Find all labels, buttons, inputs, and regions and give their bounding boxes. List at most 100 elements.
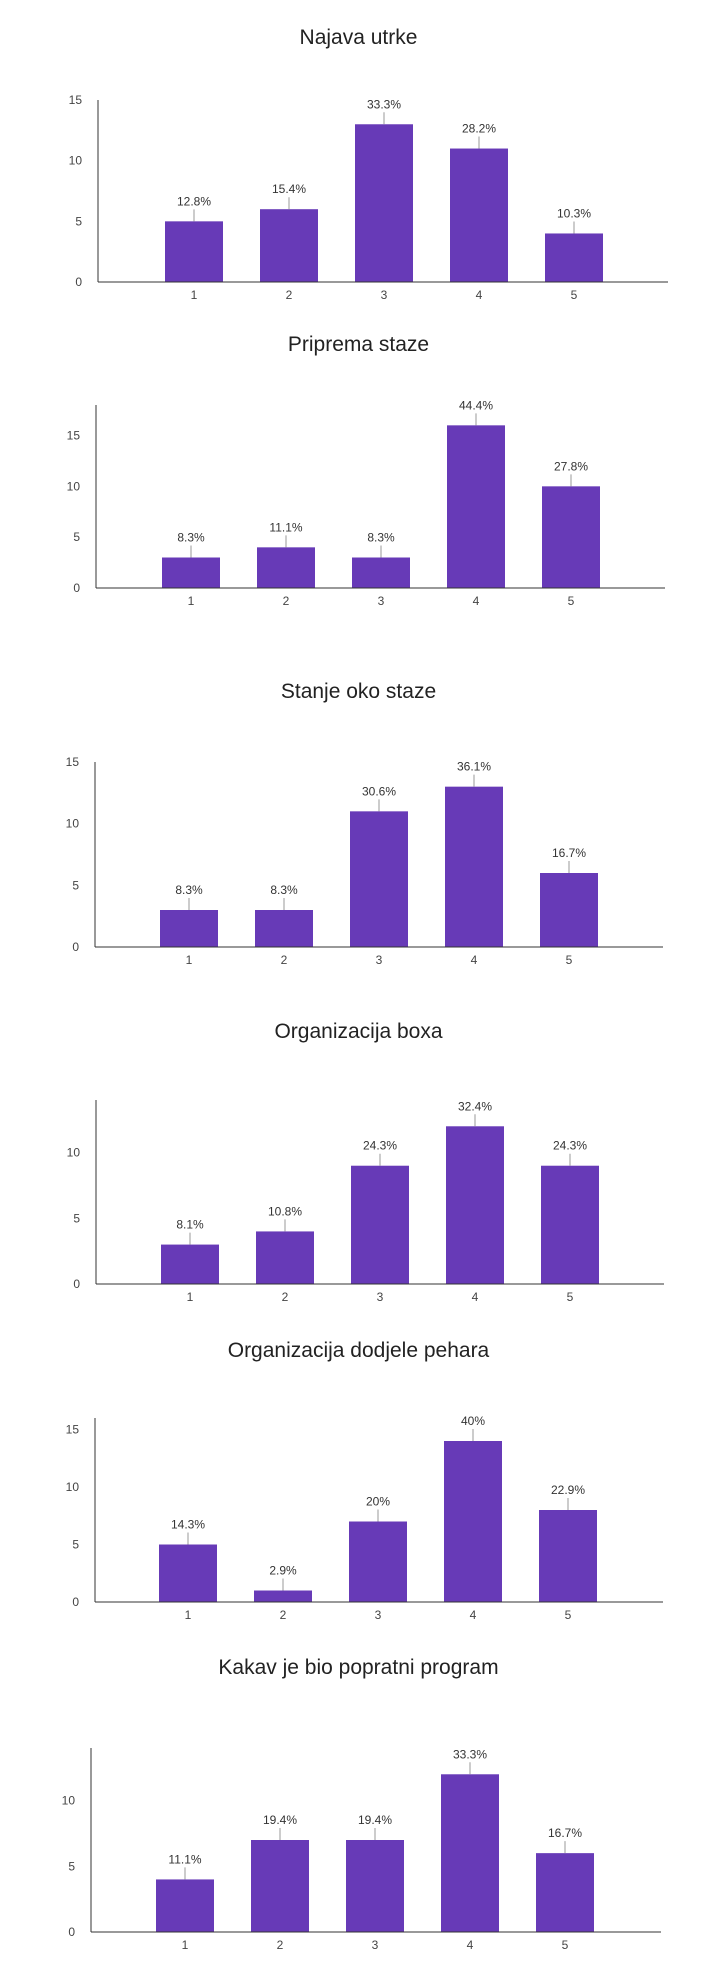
x-tick-label: 3 — [375, 1608, 382, 1622]
data-label: 27.8% — [554, 459, 588, 473]
bar-1 — [160, 910, 218, 947]
chart-title: Kakav je bio popratni program — [218, 1656, 499, 1679]
y-tick-label: 10 — [69, 154, 83, 168]
data-label: 8.3% — [177, 531, 205, 545]
x-tick-label: 2 — [283, 594, 290, 608]
data-label: 10.8% — [268, 1204, 302, 1218]
bar-5 — [542, 486, 600, 588]
data-label: 8.3% — [367, 531, 395, 545]
bar-5 — [539, 1510, 597, 1602]
bar-2 — [254, 1590, 312, 1602]
bar-3 — [350, 811, 408, 947]
y-tick-label: 5 — [73, 530, 80, 544]
x-tick-label: 4 — [476, 288, 483, 302]
x-tick-label: 4 — [473, 594, 480, 608]
data-label: 16.7% — [552, 846, 586, 860]
x-tick-label: 5 — [567, 1290, 574, 1304]
bar-5 — [540, 873, 598, 947]
x-tick-label: 3 — [377, 1290, 384, 1304]
data-label: 8.1% — [176, 1218, 204, 1232]
bar-3 — [349, 1521, 407, 1602]
bar-1 — [159, 1544, 217, 1602]
data-label: 2.9% — [269, 1564, 297, 1578]
chart-title: Najava utrke — [299, 26, 418, 49]
x-tick-label: 1 — [185, 1608, 192, 1622]
data-label: 19.4% — [263, 1813, 297, 1827]
y-tick-label: 15 — [67, 429, 81, 443]
data-label: 16.7% — [548, 1826, 582, 1840]
data-label: 36.1% — [457, 760, 491, 774]
x-tick-label: 3 — [372, 1938, 379, 1952]
x-tick-label: 5 — [566, 953, 573, 967]
x-tick-label: 2 — [286, 288, 293, 302]
x-tick-label: 2 — [280, 1608, 287, 1622]
y-tick-label: 10 — [66, 1480, 80, 1494]
y-tick-label: 5 — [75, 214, 82, 228]
y-tick-label: 15 — [66, 755, 80, 769]
x-tick-label: 4 — [467, 1938, 474, 1952]
data-label: 11.1% — [269, 520, 302, 534]
y-tick-label: 10 — [67, 479, 81, 493]
data-label: 22.9% — [551, 1483, 585, 1497]
data-label: 15.4% — [272, 182, 306, 196]
x-tick-label: 1 — [186, 953, 193, 967]
x-tick-label: 4 — [471, 953, 478, 967]
chart-title: Stanje oko staze — [280, 680, 437, 703]
y-tick-label: 10 — [67, 1146, 81, 1160]
data-label: 44.4% — [459, 398, 493, 412]
data-label: 8.3% — [270, 883, 298, 897]
x-tick-label: 5 — [565, 1608, 572, 1622]
x-tick-label: 3 — [376, 953, 383, 967]
x-tick-label: 5 — [568, 594, 575, 608]
y-tick-label: 5 — [73, 1211, 80, 1225]
data-label: 33.3% — [453, 1747, 487, 1761]
data-label: 19.4% — [358, 1813, 392, 1827]
x-tick-label: 5 — [562, 1938, 569, 1952]
x-tick-label: 3 — [378, 594, 385, 608]
bar-1 — [165, 221, 223, 282]
data-label: 10.3% — [557, 206, 591, 220]
y-tick-label: 0 — [72, 940, 79, 954]
x-tick-label: 2 — [281, 953, 288, 967]
bar-3 — [351, 1165, 409, 1284]
bar-4 — [447, 425, 505, 588]
bar-1 — [162, 557, 220, 588]
bar-4 — [446, 1126, 504, 1284]
chart-title: Organizacija boxa — [274, 1020, 443, 1043]
y-tick-label: 0 — [73, 581, 80, 595]
bar-2 — [256, 1231, 314, 1284]
bar-2 — [255, 910, 313, 947]
y-tick-label: 0 — [75, 275, 82, 289]
data-label: 28.2% — [462, 122, 496, 136]
bar-5 — [541, 1165, 599, 1284]
x-tick-label: 1 — [187, 1290, 194, 1304]
x-tick-label: 2 — [277, 1938, 284, 1952]
bar-3 — [346, 1840, 404, 1932]
data-label: 8.3% — [175, 883, 203, 897]
x-tick-label: 1 — [188, 594, 195, 608]
bar-5 — [536, 1853, 594, 1932]
bar-3 — [355, 124, 413, 283]
data-label: 14.3% — [171, 1518, 205, 1532]
x-tick-label: 3 — [381, 288, 388, 302]
chart-title: Priprema staze — [287, 333, 430, 356]
chart-title: Organizacija dodjele pehara — [227, 1339, 490, 1362]
bar-5 — [545, 233, 603, 282]
data-label: 24.3% — [363, 1139, 397, 1153]
bar-2 — [260, 209, 318, 282]
x-tick-label: 4 — [470, 1608, 477, 1622]
bar-4 — [441, 1774, 499, 1932]
y-tick-label: 0 — [72, 1595, 79, 1609]
y-tick-label: 5 — [68, 1859, 75, 1873]
data-label: 12.8% — [177, 194, 211, 208]
bar-1 — [156, 1879, 214, 1932]
y-tick-label: 10 — [62, 1794, 76, 1808]
bar-3 — [352, 557, 410, 588]
data-label: 20% — [366, 1495, 390, 1509]
x-tick-label: 1 — [191, 288, 198, 302]
